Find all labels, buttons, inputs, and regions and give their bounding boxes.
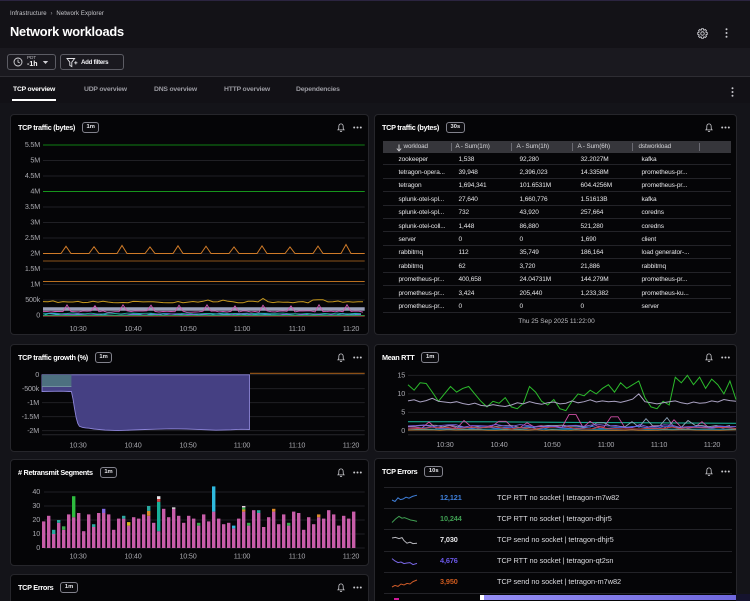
svg-text:11:10: 11:10 — [651, 440, 668, 449]
svg-text:2.5M: 2.5M — [25, 233, 40, 242]
svg-text:11:00: 11:00 — [234, 324, 251, 333]
svg-text:30: 30 — [32, 501, 40, 510]
svg-text:10:50: 10:50 — [180, 552, 197, 561]
svg-text:11:00: 11:00 — [234, 441, 251, 450]
svg-text:0: 0 — [35, 370, 39, 379]
svg-text:10:40: 10:40 — [125, 441, 142, 450]
svg-text:-1M: -1M — [27, 398, 39, 407]
svg-text:11:20: 11:20 — [343, 441, 360, 450]
svg-text:15: 15 — [397, 371, 405, 380]
svg-text:-1.5M: -1.5M — [22, 412, 40, 421]
svg-text:11:10: 11:10 — [289, 441, 306, 450]
svg-text:3M: 3M — [30, 218, 40, 227]
svg-text:10:30: 10:30 — [70, 552, 87, 561]
svg-text:10:40: 10:40 — [491, 440, 508, 449]
svg-text:4M: 4M — [30, 187, 40, 196]
svg-text:11:10: 11:10 — [289, 552, 306, 561]
svg-text:500k: 500k — [25, 295, 40, 304]
svg-text:10:30: 10:30 — [70, 441, 87, 450]
svg-text:1.5M: 1.5M — [25, 264, 40, 273]
svg-text:-500k: -500k — [22, 384, 40, 393]
svg-text:20: 20 — [32, 515, 40, 524]
svg-text:10:30: 10:30 — [437, 440, 454, 449]
svg-text:4.5M: 4.5M — [25, 171, 40, 180]
svg-text:10: 10 — [32, 529, 40, 538]
svg-text:2M: 2M — [30, 249, 40, 258]
svg-text:40: 40 — [32, 487, 40, 496]
svg-text:11:20: 11:20 — [343, 552, 360, 561]
svg-text:11:20: 11:20 — [704, 440, 721, 449]
svg-text:0: 0 — [36, 543, 40, 552]
svg-text:11:10: 11:10 — [289, 324, 306, 333]
svg-text:3.5M: 3.5M — [25, 202, 40, 211]
svg-text:10:50: 10:50 — [180, 324, 197, 333]
svg-text:0: 0 — [36, 311, 40, 320]
svg-text:10:40: 10:40 — [125, 552, 142, 561]
svg-text:5: 5 — [401, 408, 405, 417]
svg-text:-2M: -2M — [27, 426, 39, 435]
svg-text:1M: 1M — [30, 280, 40, 289]
svg-text:10:50: 10:50 — [544, 440, 561, 449]
svg-text:5M: 5M — [30, 156, 40, 165]
svg-text:5.5M: 5.5M — [25, 140, 40, 149]
svg-text:10: 10 — [397, 389, 405, 398]
svg-text:11:00: 11:00 — [234, 552, 251, 561]
svg-text:10:40: 10:40 — [125, 324, 142, 333]
svg-text:0: 0 — [401, 426, 405, 435]
svg-text:10:30: 10:30 — [70, 324, 87, 333]
svg-text:11:20: 11:20 — [343, 324, 360, 333]
svg-text:10:50: 10:50 — [180, 441, 197, 450]
svg-text:11:00: 11:00 — [598, 440, 615, 449]
